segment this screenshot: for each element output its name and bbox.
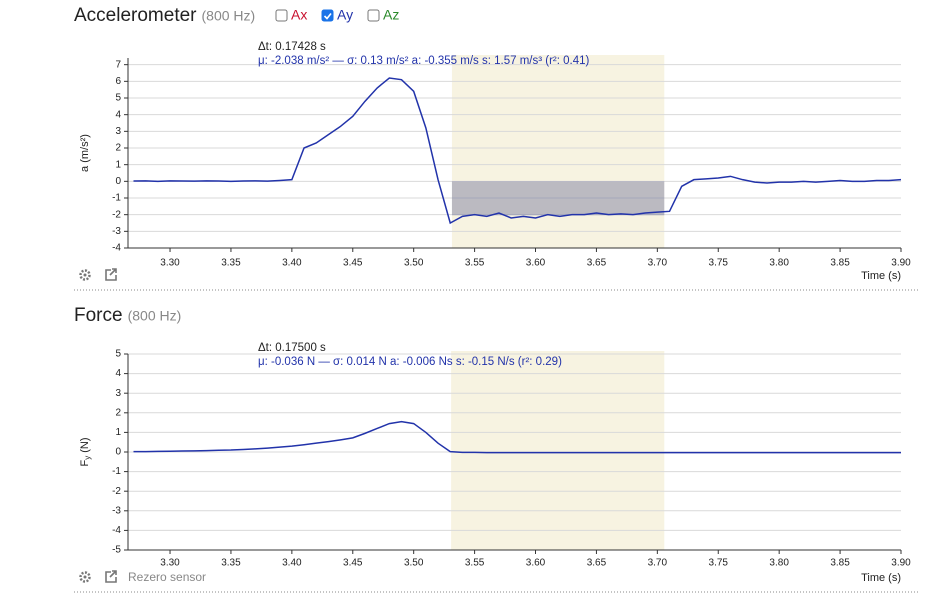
selection-mean: [451, 181, 665, 216]
channel-label: Az: [383, 7, 399, 23]
x-tick-label: 3.45: [343, 258, 363, 269]
y-tick-label: 1: [115, 427, 121, 438]
x-tick-label: 3.45: [343, 558, 363, 569]
x-tick-label: 3.50: [404, 558, 424, 569]
channel-checkbox[interactable]: Az: [367, 7, 399, 23]
selection-stats: Δt: 0.17500 s: [258, 342, 326, 354]
y-tick-label: -3: [112, 226, 121, 237]
x-tick-label: 3.80: [769, 258, 789, 269]
x-tick-label: 3.75: [709, 558, 729, 569]
y-label-main: F: [79, 460, 91, 467]
y-tick-label: 1: [115, 159, 121, 170]
panel-title: Force: [74, 305, 123, 326]
channel-checkbox[interactable]: Ax: [275, 7, 307, 23]
open-icon[interactable]: [105, 268, 117, 281]
x-tick-label: 3.35: [221, 258, 241, 269]
y-tick-label: 2: [115, 143, 121, 154]
y-tick-label: 0: [115, 176, 121, 187]
selection-stats: μ: -2.038 m/s² — σ: 0.13 m/s² a: -0.355 …: [258, 55, 590, 67]
panel-rate: (800 Hz): [202, 8, 256, 24]
data-line: [133, 420, 901, 454]
y-label-sub: y: [83, 456, 92, 460]
open-arrow: [109, 570, 117, 578]
y-tick-label: -4: [112, 243, 121, 254]
y-tick-label: 6: [115, 76, 121, 87]
panel-title: Accelerometer: [74, 5, 197, 26]
y-tick-label: 4: [115, 109, 121, 120]
x-axis-label: Time (s): [861, 270, 901, 282]
x-tick-label: 3.30: [160, 258, 180, 269]
gear-hub: [83, 575, 87, 579]
selection-stats: Δt: 0.17428 s: [258, 41, 326, 53]
x-tick-label: 3.60: [526, 258, 546, 269]
channel-label: Ax: [291, 7, 307, 23]
x-tick-label: 3.40: [282, 258, 302, 269]
y-tick-label: -2: [112, 209, 121, 220]
checkbox: [321, 9, 334, 22]
open-box: [105, 571, 117, 583]
x-tick-label: 3.65: [587, 258, 607, 269]
x-tick-label: 3.65: [587, 558, 607, 569]
y-tick-label: 0: [115, 447, 121, 458]
gear-outer: [79, 571, 91, 583]
y-axis-label: a (m/s²): [79, 134, 91, 172]
x-tick-label: 3.30: [160, 558, 180, 569]
open-box: [105, 269, 117, 281]
x-tick-label: 3.75: [709, 258, 729, 269]
selection-region: [451, 351, 665, 550]
x-tick-label: 3.80: [769, 558, 789, 569]
x-tick-label: 3.35: [221, 558, 241, 569]
y-tick-label: -4: [112, 525, 121, 536]
open-arrow: [109, 268, 117, 276]
gear-hub: [83, 273, 87, 277]
checkbox: [275, 9, 288, 22]
y-tick-label: 7: [115, 59, 121, 70]
x-tick-label: 3.90: [891, 558, 911, 569]
y-tick-label: 5: [115, 349, 121, 360]
x-tick-label: 3.70: [648, 558, 668, 569]
x-tick-label: 3.85: [830, 558, 850, 569]
y-tick-label: -5: [112, 545, 121, 556]
y-tick-label: 3: [115, 126, 121, 137]
selection-stats: μ: -0.036 N — σ: 0.014 N a: -0.006 Ns s:…: [258, 356, 562, 368]
open-icon[interactable]: [105, 570, 117, 583]
y-tick-label: -3: [112, 505, 121, 516]
channel-checkbox[interactable]: Ay: [321, 7, 353, 23]
x-tick-label: 3.85: [830, 258, 850, 269]
x-tick-label: 3.70: [648, 258, 668, 269]
x-tick-label: 3.55: [465, 258, 485, 269]
check-mark: [323, 13, 332, 20]
x-tick-label: 3.50: [404, 258, 424, 269]
y-tick-label: 5: [115, 93, 121, 104]
y-tick-label: 2: [115, 407, 121, 418]
y-tick-label: 3: [115, 388, 121, 399]
y-label-unit: (N): [79, 437, 91, 452]
rezero-button[interactable]: Rezero sensor: [128, 570, 206, 584]
channel-label: Ay: [337, 7, 353, 23]
x-axis-label: Time (s): [861, 572, 901, 584]
y-tick-label: 4: [115, 368, 121, 379]
x-tick-label: 3.40: [282, 558, 302, 569]
data-line: [133, 77, 902, 225]
gear-outer: [79, 269, 91, 281]
y-tick-label: -1: [112, 193, 121, 204]
y-tick-label: -1: [112, 466, 121, 477]
checkbox: [367, 9, 380, 22]
panel-rate: (800 Hz): [128, 308, 182, 324]
y-axis-label: Fy (N): [79, 437, 92, 466]
x-tick-label: 3.60: [526, 558, 546, 569]
y-tick-label: -2: [112, 486, 121, 497]
x-tick-label: 3.55: [465, 558, 485, 569]
x-tick-label: 3.90: [891, 258, 911, 269]
selection-region: [451, 55, 665, 248]
settings-icon[interactable]: [79, 571, 91, 583]
settings-icon[interactable]: [79, 269, 91, 281]
